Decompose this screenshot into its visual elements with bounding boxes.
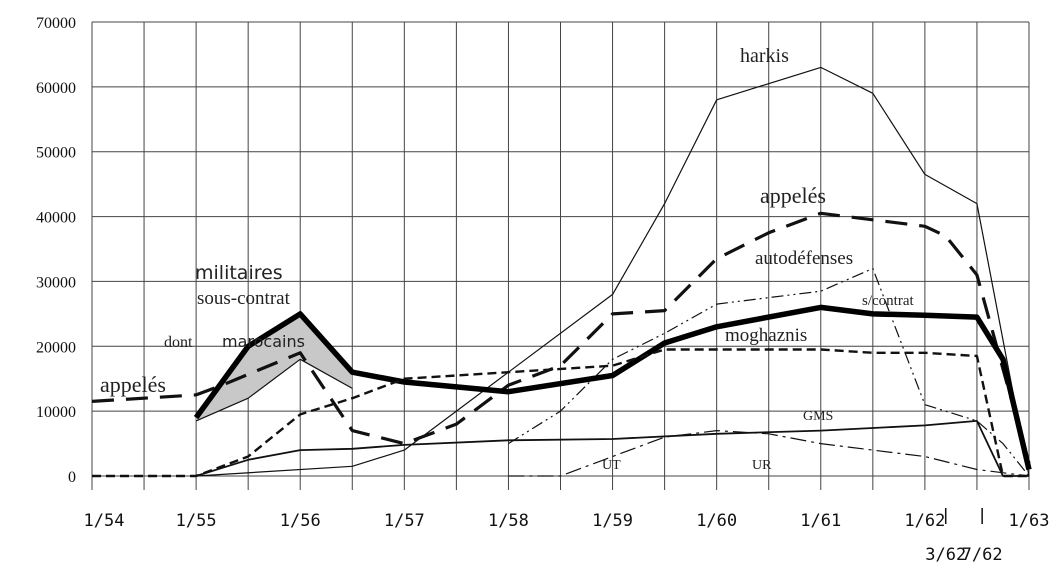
x-tick-label-1: 1/55 [176, 511, 217, 531]
y-tick-label-3: 30000 [36, 274, 76, 291]
y-tick-label-5: 50000 [36, 145, 76, 162]
label-autodefenses: autodéfenses [755, 248, 853, 269]
y-tick-label-0: 0 [68, 469, 76, 486]
x-tick-label-0: 1/54 [84, 511, 125, 531]
series-line-autodefenses [508, 267, 1030, 477]
series-line-moghaznis [92, 348, 1029, 478]
x-tick-label-5: 1/59 [592, 511, 633, 531]
series-line-gms [195, 419, 1029, 477]
label-gms: GMS [803, 409, 833, 424]
y-tick-label-1: 10000 [36, 404, 76, 421]
series-line-appeles [91, 211, 1031, 464]
grid [91, 21, 1030, 490]
label-s-contrat: s/contrat [862, 293, 914, 309]
x-tick-label-2: 1/56 [280, 511, 321, 531]
x-tick-label-row2-1: 7/62 [962, 545, 1003, 565]
x-tick-label-8: 1/62 [904, 511, 945, 531]
y-tick-label-4: 40000 [36, 210, 76, 227]
label-marocains: marocains [222, 332, 305, 351]
label-ur: UR [752, 458, 772, 473]
x-tick-label-6: 1/60 [696, 511, 737, 531]
label-appeles-top: appelés [760, 183, 826, 208]
series-line-ut [508, 430, 1030, 477]
label-appeles-left: appelés [100, 372, 166, 397]
x-tick-label-9: 1/63 [1009, 511, 1050, 531]
y-tick-label-7: 70000 [36, 15, 76, 32]
y-tick-label-2: 20000 [36, 339, 76, 356]
x-axis-tick-labels: 1/54 1/55 1/56 1/57 1/58 1/59 1/60 1/61 1/62 1/63… [84, 508, 1050, 565]
series-lines [91, 66, 1032, 478]
label-dont: dont [164, 334, 193, 351]
series-line-marocains [195, 358, 353, 422]
series-line-harkis [196, 66, 1030, 477]
x-tick-label-4: 1/58 [488, 511, 529, 531]
label-moghaznis: moghaznis [725, 325, 807, 346]
label-sous-contrat: sous-contrat [197, 288, 291, 309]
label-militaires: militaires [195, 262, 283, 284]
x-tick-label-3: 1/57 [384, 511, 425, 531]
y-axis-tick-labels: 0 10000 20000 30000 40000 50000 60000 70000 [36, 15, 76, 486]
label-harkis: harkis [740, 45, 789, 67]
marocains-shaded-area [196, 313, 353, 421]
series-line-s_contrat [193, 304, 1032, 471]
y-tick-label-6: 60000 [36, 80, 76, 97]
label-ut: UT [602, 458, 621, 473]
x-tick-label-row2-0: 3/62 [925, 545, 966, 565]
x-tick-label-7: 1/61 [800, 511, 841, 531]
